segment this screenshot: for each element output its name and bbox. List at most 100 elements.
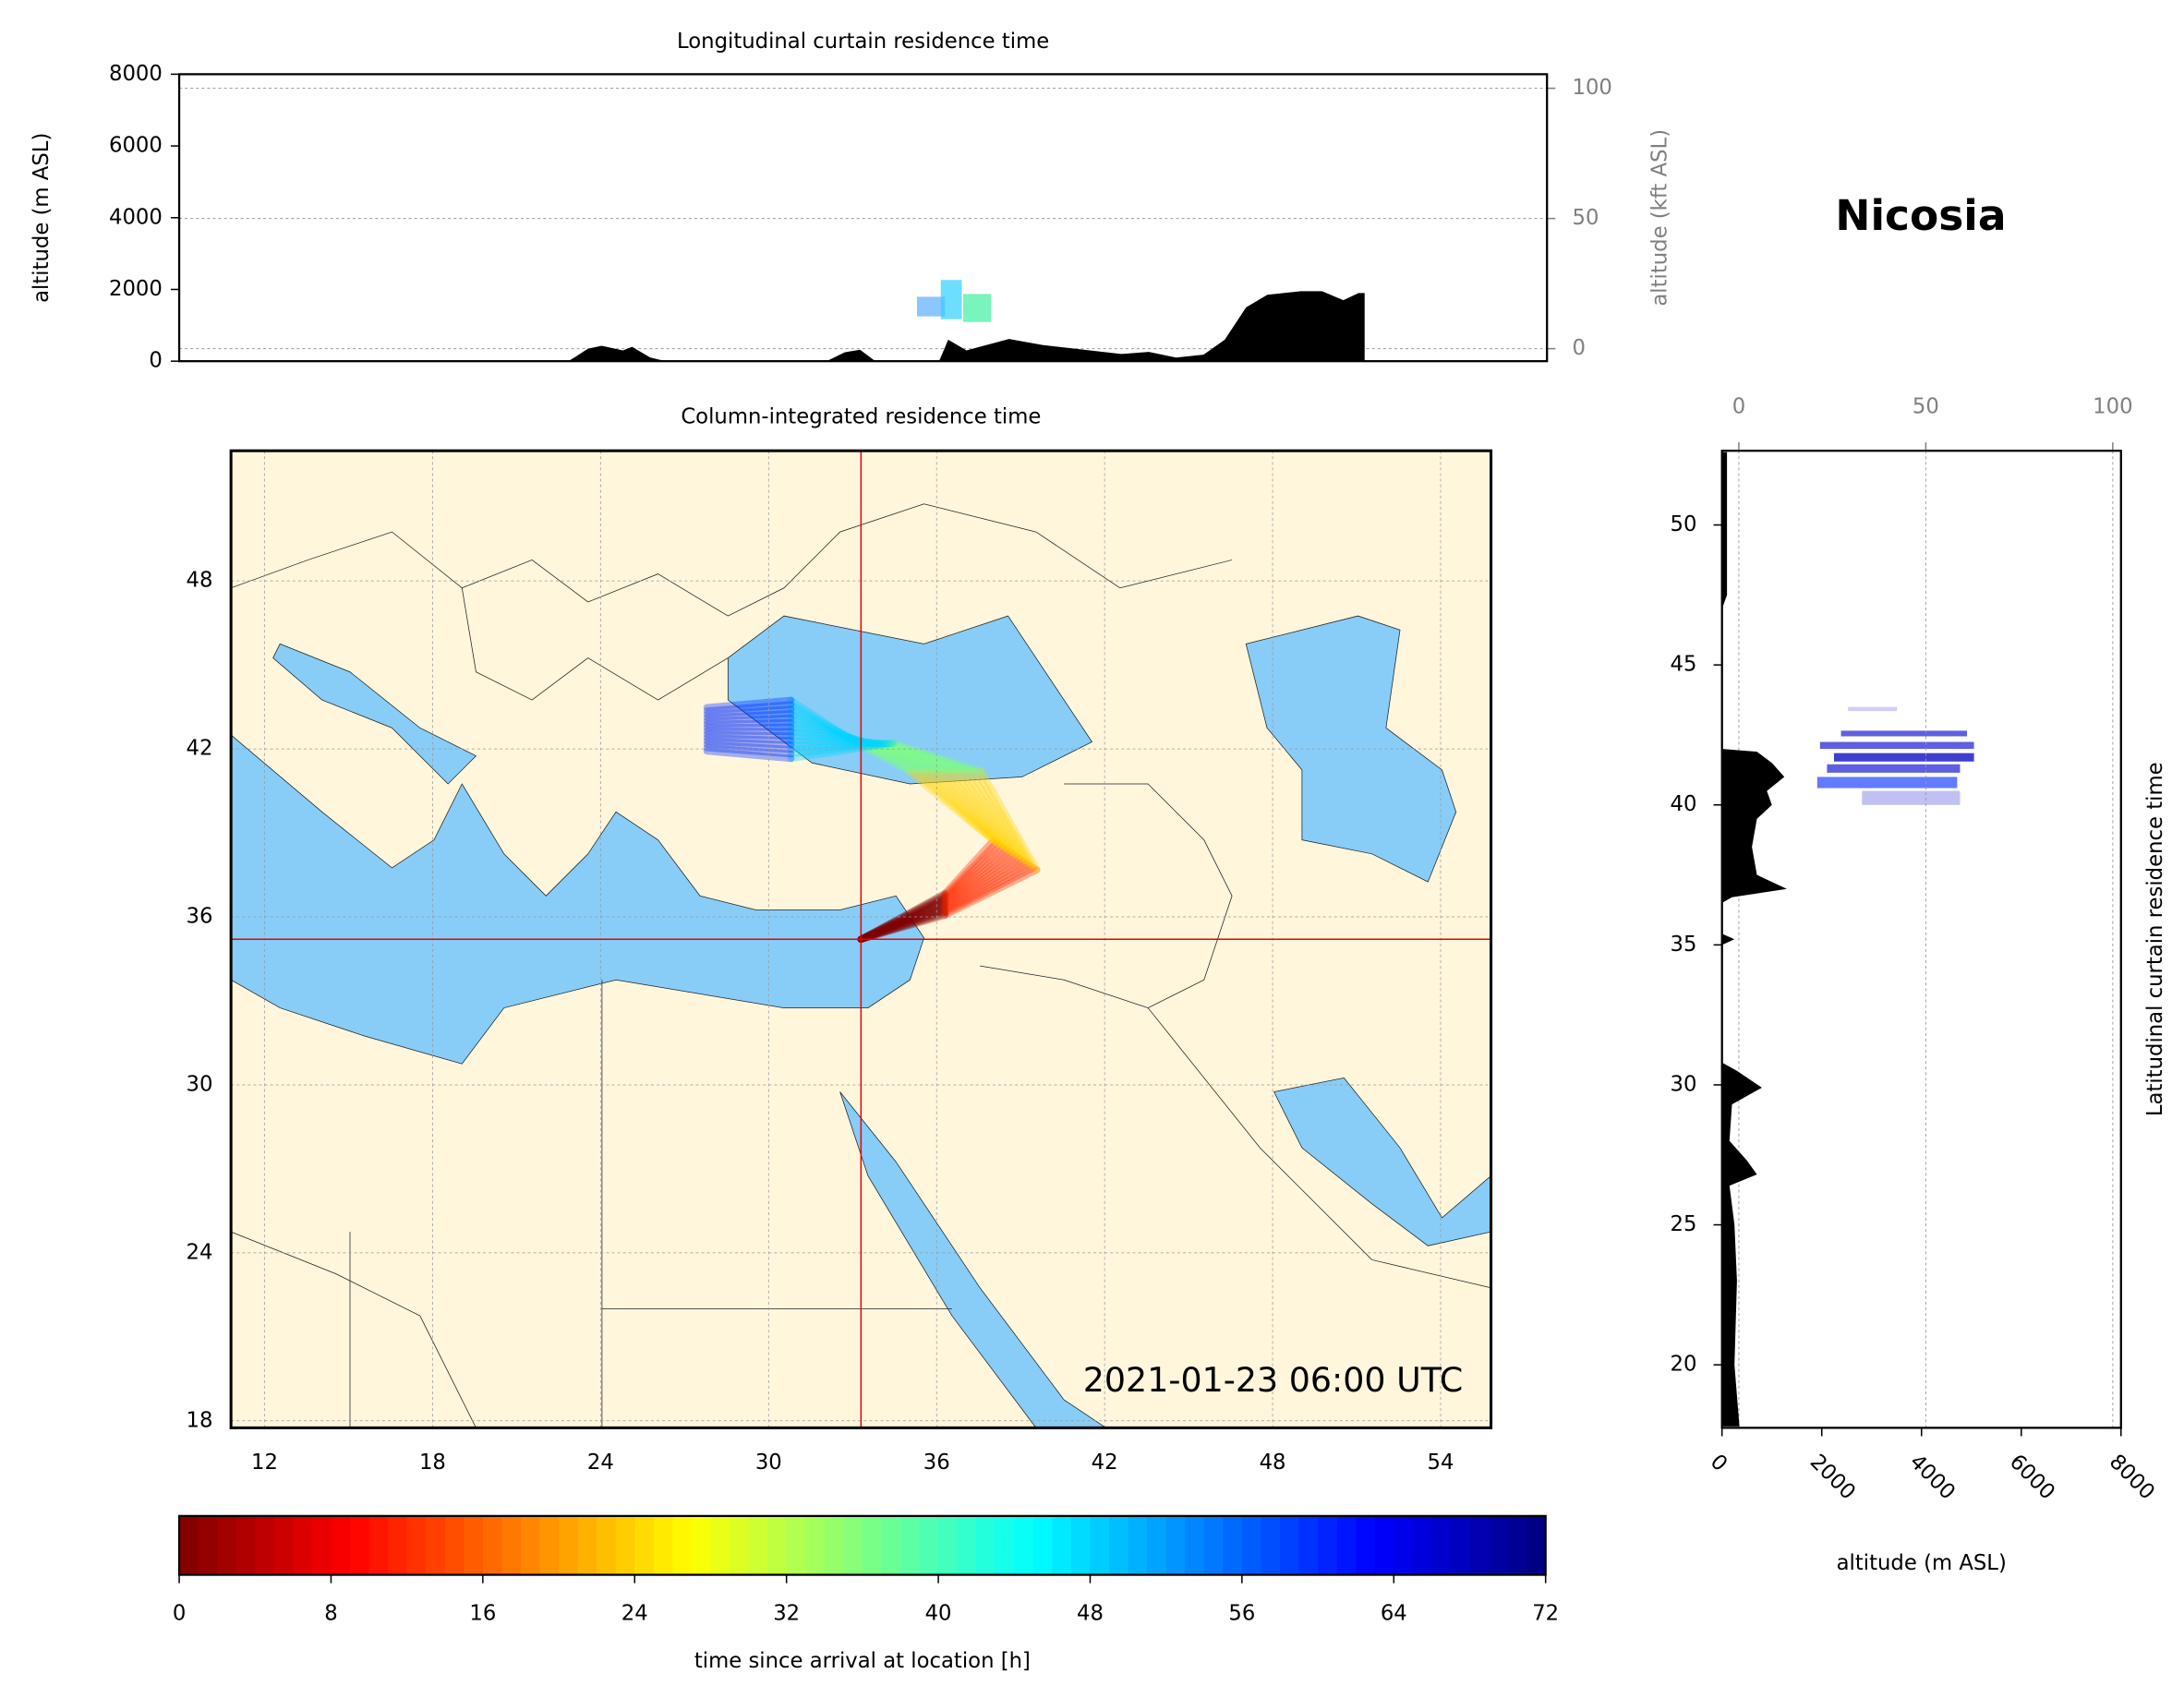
trajectory-segment (703, 696, 795, 712)
trajectory-segment (853, 740, 912, 776)
y-tick-label: 25 (1670, 1212, 1696, 1236)
colorbar-swatch (919, 1515, 939, 1575)
x-tick-label: 36 (923, 1451, 950, 1475)
trajectory-segment (941, 841, 1004, 900)
trajectory-segment (787, 737, 886, 747)
colorbar-swatch (1279, 1515, 1300, 1575)
x-tick-label: 54 (1428, 1451, 1454, 1475)
x-tick-label: 24 (587, 1451, 614, 1475)
trajectory-segment (787, 740, 888, 749)
colorbar-swatch (634, 1515, 655, 1575)
colorbar-swatch (388, 1515, 408, 1575)
colorbar-swatch (217, 1515, 237, 1575)
trajectory-segment (941, 839, 1000, 899)
colorbar-swatch (786, 1515, 806, 1575)
trajectory-segment (941, 863, 1037, 918)
y-tick-label: 42 (186, 737, 212, 761)
trajectory-segment (703, 747, 795, 763)
colorbar-swatch (1147, 1515, 1167, 1575)
x2-tick-label: 50 (1913, 395, 1939, 419)
trajectory-segment (941, 848, 1014, 906)
trajectory-segment (787, 696, 861, 747)
colorbar-swatch (881, 1515, 901, 1575)
trajectory-segment (787, 728, 880, 747)
terrain-area (568, 291, 1365, 362)
colorbar-swatch (824, 1515, 845, 1575)
colorbar-tick-label: 72 (1532, 1602, 1559, 1626)
colorbar-swatch (1261, 1515, 1281, 1575)
terrain-area (1721, 452, 1787, 1427)
trajectory-segment (857, 909, 949, 944)
trajectory-segment (857, 906, 949, 944)
trajectory-segment (960, 767, 1031, 867)
colorbar-swatch (615, 1515, 636, 1575)
colorbar-swatch (1412, 1515, 1433, 1575)
colorbar-swatch (1241, 1515, 1262, 1575)
plot-frame (177, 73, 1549, 363)
colorbar-swatch (198, 1515, 218, 1575)
colorbar-swatch (710, 1515, 730, 1575)
trajectory-segment (857, 911, 949, 944)
trajectory-segment (703, 723, 795, 731)
trajectory-segment (971, 767, 1037, 872)
trajectory-segment (941, 844, 1008, 902)
y2-tick-label: 0 (1572, 336, 1585, 360)
colorbar-swatch (862, 1515, 883, 1575)
colorbar-swatch (255, 1515, 275, 1575)
colorbar-swatch (843, 1515, 863, 1575)
y-tick-label: 6000 (109, 134, 163, 158)
colorbar-swatch (577, 1515, 597, 1575)
trajectory-segment (787, 705, 866, 747)
trajectory-segment (787, 723, 877, 747)
colorbar-swatch (1223, 1515, 1243, 1575)
trajectory-segment (787, 740, 894, 758)
chart-title: Column-integrated residence time (681, 404, 1041, 428)
colorbar-label: time since arrival at location [h] (694, 1649, 1031, 1673)
trajectory-segment (787, 740, 891, 753)
x-tick-label: 42 (1092, 1451, 1118, 1475)
colorbar-swatch (767, 1515, 788, 1575)
trajectory-segment (941, 857, 1028, 912)
colorbar-swatch (1394, 1515, 1414, 1575)
trajectory-segment (949, 767, 1024, 862)
trajectory-segment (878, 740, 963, 776)
trajectory-segment (941, 866, 1041, 919)
trajectory-segment (941, 860, 1031, 914)
colorbar-swatch (426, 1515, 446, 1575)
y-axis-label: altitude (m ASL) (30, 133, 54, 303)
trajectory-segment (857, 905, 949, 944)
trajectory-segment (787, 718, 875, 747)
trajectory-segment (703, 734, 795, 744)
trajectory-segment (703, 701, 795, 715)
trajectory-segment (857, 901, 949, 944)
trajectory-segment (703, 737, 795, 749)
y-tick-label: 36 (186, 905, 212, 929)
chart-title: Longitudinal curtain residence time (677, 30, 1049, 54)
y-tick-label: 24 (186, 1240, 212, 1264)
colorbar-swatch (559, 1515, 579, 1575)
y2-tick-label: 100 (1572, 76, 1611, 100)
x-axis-label: altitude (m ASL) (1837, 1551, 2007, 1575)
y-tick-label: 4000 (109, 205, 163, 229)
lat-curtain-particles (1816, 706, 1974, 805)
y-tick-label: 18 (186, 1408, 212, 1432)
y-tick-label: 40 (1670, 792, 1696, 816)
trajectory-segment (933, 767, 1014, 856)
trajectory-segment (966, 767, 1034, 870)
trajectory-segment (941, 852, 1020, 909)
trajectory-segment (857, 897, 949, 944)
trajectory-segment (703, 727, 795, 736)
x-tick-label: 12 (251, 1451, 278, 1475)
colorbar-swatch (520, 1515, 541, 1575)
colorbar-tick-label: 0 (173, 1602, 186, 1626)
colorbar-swatch (368, 1515, 389, 1575)
colorbar-swatch (1507, 1515, 1527, 1575)
trajectory-segment (941, 850, 1018, 908)
colorbar-tick-label: 56 (1228, 1602, 1255, 1626)
trajectory-segment (941, 846, 1010, 904)
colorbar-swatch (539, 1515, 560, 1575)
trajectory-segment (870, 740, 947, 776)
trajectory-segment (881, 740, 969, 776)
trajectory-segment (944, 767, 1020, 861)
